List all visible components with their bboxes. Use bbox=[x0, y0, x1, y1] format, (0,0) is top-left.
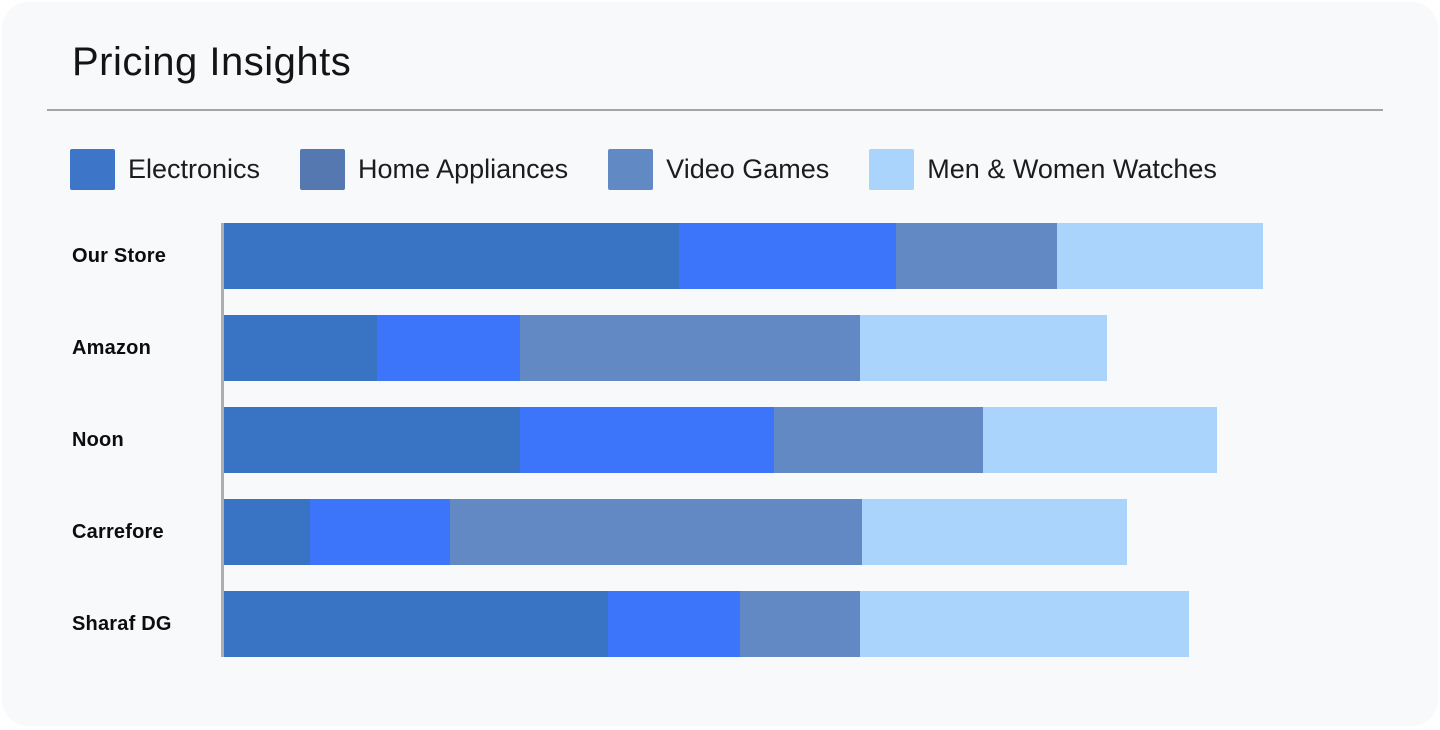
legend-label-electronics: Electronics bbox=[128, 154, 261, 184]
category-label-our-store: Our Store bbox=[72, 244, 167, 267]
legend-item-men-women-watches[interactable]: Men & Women Watches bbox=[869, 149, 1217, 190]
page-title: Pricing Insights bbox=[72, 40, 352, 84]
bar-segment-sharaf-dg-home-appliances[interactable] bbox=[607, 591, 740, 657]
bar-segment-amazon-electronics[interactable] bbox=[224, 315, 377, 381]
legend-label-home-appliances: Home Appliances bbox=[358, 154, 569, 184]
category-label-noon: Noon bbox=[72, 428, 124, 451]
bar-segment-our-store-home-appliances[interactable] bbox=[679, 223, 897, 289]
legend-item-home-appliances[interactable]: Home Appliances bbox=[300, 149, 568, 190]
bar-segment-noon-electronics[interactable] bbox=[224, 407, 521, 473]
legend-swatch-video-games bbox=[608, 149, 654, 190]
legend-swatch-home-appliances bbox=[300, 149, 346, 190]
legend-label-video-games: Video Games bbox=[666, 154, 830, 184]
title-divider bbox=[47, 109, 1383, 111]
pricing-chart: Our Store Amazon Noon Carrefore Sharaf DG bbox=[72, 223, 1438, 657]
category-labels-column: Our Store Amazon Noon Carrefore Sharaf DG bbox=[72, 223, 221, 657]
bars-column bbox=[221, 223, 1391, 657]
category-label-sharaf-dg: Sharaf DG bbox=[72, 612, 172, 635]
legend-swatch-men-women-watches bbox=[869, 149, 915, 190]
legend-item-video-games[interactable]: Video Games bbox=[608, 149, 829, 190]
legend-swatch-electronics bbox=[70, 149, 115, 190]
bar-row-sharaf-dg bbox=[224, 591, 1391, 657]
bar-segment-noon-men-women-watches[interactable] bbox=[982, 407, 1218, 473]
bar-row-noon bbox=[224, 407, 1391, 473]
bar-segment-amazon-men-women-watches[interactable] bbox=[860, 315, 1108, 381]
bar-segment-our-store-electronics[interactable] bbox=[224, 223, 680, 289]
bar-segment-sharaf-dg-men-women-watches[interactable] bbox=[859, 591, 1190, 657]
bar-row-our-store bbox=[224, 223, 1391, 289]
legend-item-electronics[interactable]: Electronics bbox=[70, 149, 260, 190]
bar-segment-amazon-video-games[interactable] bbox=[520, 315, 860, 381]
bar-row-amazon bbox=[224, 315, 1391, 381]
bar-segment-sharaf-dg-electronics[interactable] bbox=[224, 591, 608, 657]
bar-segment-our-store-men-women-watches[interactable] bbox=[1057, 223, 1263, 289]
bar-row-carrefore bbox=[224, 499, 1391, 565]
legend-label-men-women-watches: Men & Women Watches bbox=[927, 154, 1217, 184]
bar-segment-amazon-home-appliances[interactable] bbox=[376, 315, 521, 381]
category-label-carrefore: Carrefore bbox=[72, 520, 164, 543]
bar-segment-carrefore-home-appliances[interactable] bbox=[310, 499, 451, 565]
bar-segment-our-store-video-games[interactable] bbox=[896, 223, 1058, 289]
category-label-amazon: Amazon bbox=[72, 336, 151, 359]
bar-segment-carrefore-men-women-watches[interactable] bbox=[862, 499, 1128, 565]
bar-segment-sharaf-dg-video-games[interactable] bbox=[739, 591, 860, 657]
chart-legend: Electronics Home Appliances Video Games Men… bbox=[70, 149, 1418, 190]
bar-segment-carrefore-electronics[interactable] bbox=[224, 499, 311, 565]
bar-segment-carrefore-video-games[interactable] bbox=[450, 499, 863, 565]
bar-segment-noon-video-games[interactable] bbox=[773, 407, 983, 473]
bar-segment-noon-home-appliances[interactable] bbox=[520, 407, 774, 473]
